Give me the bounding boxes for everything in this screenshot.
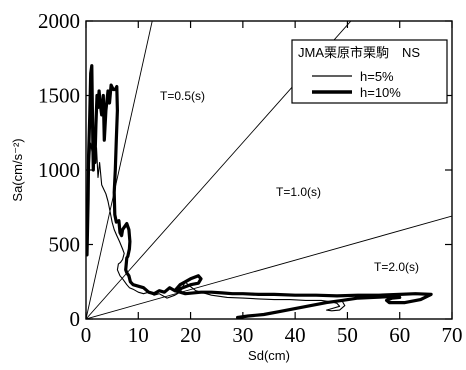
y-tick-label-4: 2000	[38, 9, 80, 33]
x-tick-label-2: 20	[180, 323, 201, 347]
axis-ticks	[85, 20, 453, 320]
period-label-2: T=2.0(s)	[374, 260, 419, 274]
y-tick-labels: 0 500 1000 1500 2000	[38, 9, 80, 331]
period-line-0	[86, 21, 153, 319]
period-line-2	[86, 215, 452, 319]
x-tick-label-0: 0	[81, 323, 92, 347]
x-tick-label-7: 70	[442, 323, 463, 347]
x-tick-label-5: 50	[337, 323, 358, 347]
period-lines	[86, 21, 452, 319]
x-tick-label-1: 10	[128, 323, 149, 347]
legend-title: JMA栗原市栗駒 NS	[298, 45, 420, 60]
legend-label-h5: h=5%	[360, 69, 394, 84]
x-tick-labels: 0 10 20 30 40 50 60 70	[81, 323, 463, 347]
y-tick-label-3: 1500	[38, 84, 80, 108]
y-tick-label-0: 0	[70, 307, 81, 331]
series-line-h5	[86, 132, 346, 312]
x-tick-label-4: 40	[285, 323, 306, 347]
x-tick-label-3: 30	[232, 323, 253, 347]
period-line-1	[86, 21, 352, 319]
y-axis-label: Sa(cm/s⁻²)	[10, 138, 25, 201]
y-tick-label-2: 1000	[38, 158, 80, 182]
period-label-0: T=0.5(s)	[160, 89, 205, 103]
period-labels: T=0.5(s) T=1.0(s) T=2.0(s)	[160, 89, 419, 274]
series-line-h10	[86, 64, 433, 319]
x-tick-label-6: 60	[389, 323, 410, 347]
legend: JMA栗原市栗駒 NS h=5% h=10%	[291, 39, 448, 104]
period-label-1: T=1.0(s)	[276, 185, 321, 199]
series-layer	[86, 64, 433, 319]
y-tick-label-1: 500	[49, 233, 81, 257]
x-axis-label: Sd(cm)	[248, 348, 290, 363]
legend-label-h10: h=10%	[360, 85, 401, 100]
